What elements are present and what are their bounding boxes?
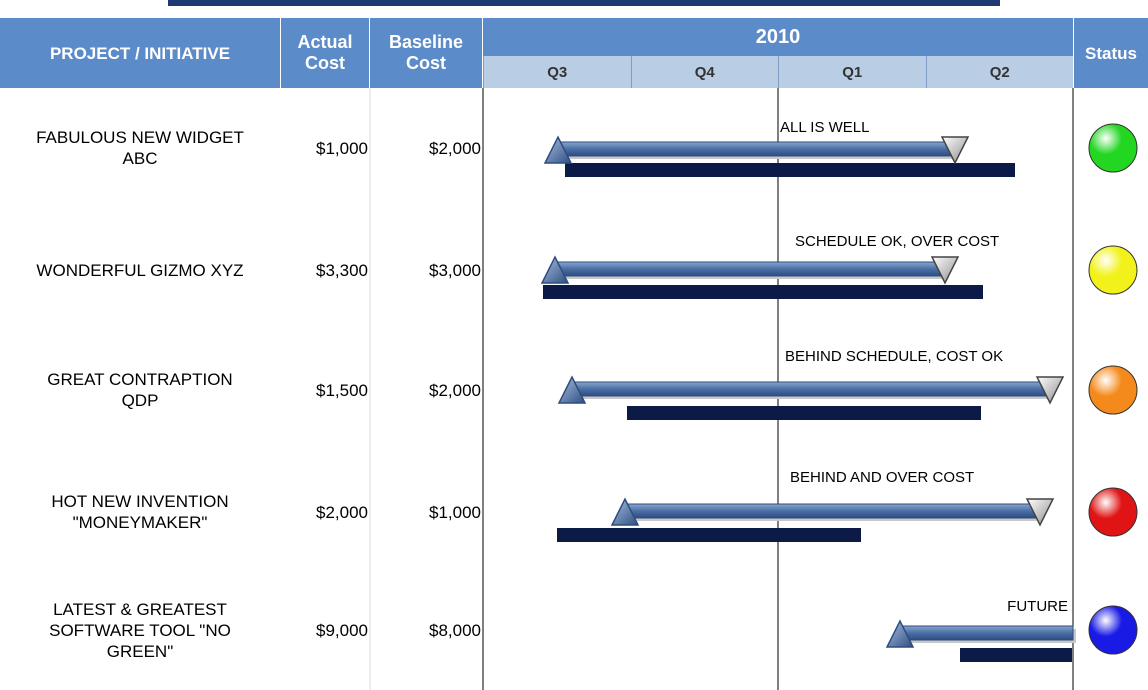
actual-bar: [565, 163, 1015, 177]
project-name: FABULOUS NEW WIDGET ABC: [36, 128, 244, 168]
start-marker: [610, 497, 640, 526]
start-marker: [540, 255, 570, 284]
top-bar: [168, 0, 1000, 6]
start-marker: [557, 375, 587, 404]
status-note: BEHIND AND OVER COST: [790, 469, 975, 486]
header-baseline: Baseline Cost: [370, 18, 482, 88]
actual-cost: $2,000: [316, 502, 368, 522]
baseline-cost: $1,000: [429, 502, 481, 522]
project-name: LATEST & GREATEST SOFTWARE TOOL "NO GREE…: [49, 599, 231, 661]
quarter: Q1: [778, 56, 926, 88]
end-marker: [930, 256, 960, 285]
status-note: FUTURE: [1007, 598, 1068, 615]
end-marker: [1035, 376, 1065, 405]
actual-bar: [627, 406, 981, 420]
plan-bar: [624, 503, 1041, 519]
start-marker: [885, 619, 915, 648]
actual-cost: $1,500: [316, 380, 368, 400]
baseline-cost: $8,000: [429, 620, 481, 640]
bars: [540, 123, 1138, 662]
plan-bar: [571, 381, 1051, 397]
baseline-cost: $2,000: [429, 138, 481, 158]
project-name: WONDERFUL GIZMO XYZ: [36, 260, 244, 280]
actual-cost: $1,000: [316, 138, 368, 158]
status-light: [1088, 365, 1138, 415]
end-marker: [940, 136, 970, 165]
project-name: GREAT CONTRAPTION QDP: [47, 370, 233, 410]
actual-bar: [543, 285, 983, 299]
header-year: 2010: [483, 18, 1073, 56]
status-light: [1088, 605, 1138, 655]
header-actual: Actual Cost: [281, 18, 369, 88]
actual-bar: [960, 648, 1072, 662]
project-name: HOT NEW INVENTION "MONEYMAKER": [51, 492, 229, 532]
status-light: [1088, 245, 1138, 295]
plan-bar: [899, 625, 1074, 641]
status-note: SCHEDULE OK, OVER COST: [795, 233, 1000, 250]
quarter: Q4: [630, 56, 778, 88]
start-marker: [543, 135, 573, 164]
baseline-cost: $2,000: [429, 380, 481, 400]
actual-bar: [557, 528, 861, 542]
quarter: Q2: [925, 56, 1073, 88]
header-status: Status: [1074, 18, 1148, 88]
plan-bar: [557, 141, 956, 157]
status-light: [1088, 487, 1138, 537]
status-light: [1088, 123, 1138, 173]
quarter: Q3: [483, 56, 631, 88]
plan-bar: [554, 261, 946, 277]
status-note: BEHIND SCHEDULE, COST OK: [785, 348, 1004, 365]
actual-cost: $9,000: [316, 620, 368, 640]
end-marker: [1025, 498, 1055, 527]
actual-cost: $3,300: [316, 260, 368, 280]
status-note: ALL IS WELL: [780, 119, 870, 136]
header-project: PROJECT / INITIATIVE: [0, 18, 280, 88]
baseline-cost: $3,000: [429, 260, 481, 280]
